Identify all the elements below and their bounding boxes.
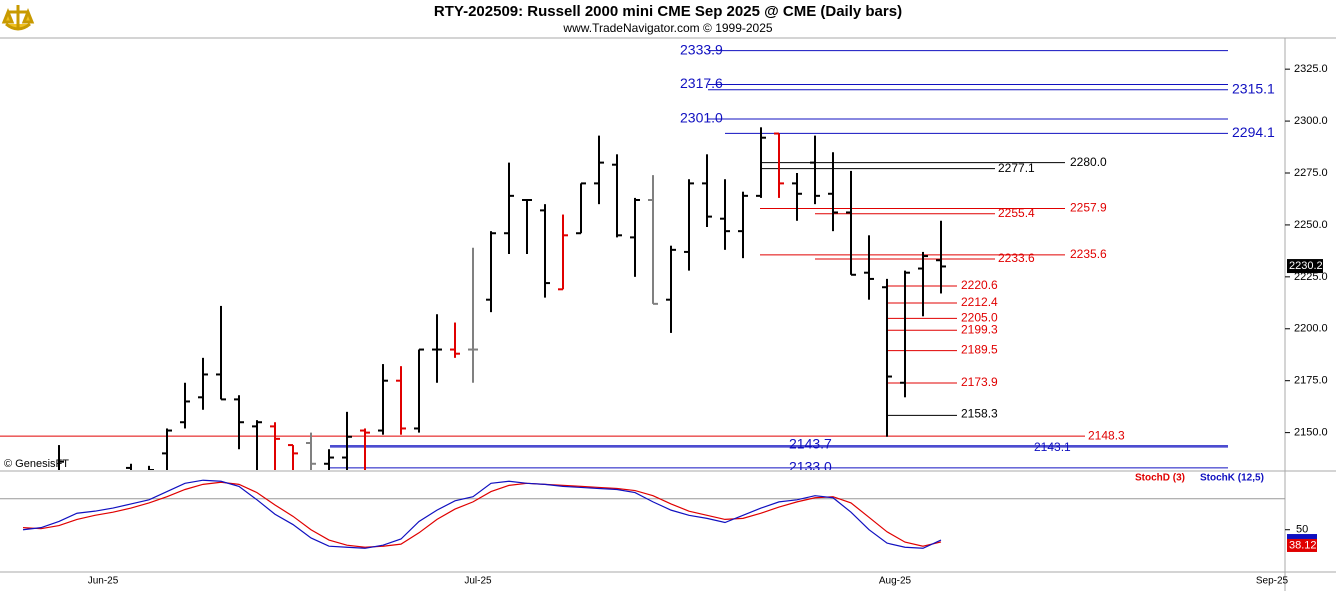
level-label: 2235.6 — [1070, 247, 1107, 261]
y-tick-label: 2150.0 — [1294, 427, 1328, 439]
price-panel: 2333.9 2317.6 2315.1 2301.0 2294.1 2280.0 2277… — [0, 41, 1275, 475]
last-price-box — [1287, 259, 1323, 274]
level-label: 2257.9 — [1070, 201, 1107, 215]
level-label: 2301.0 — [680, 110, 723, 126]
stoch-line — [22, 481, 942, 548]
y-tick-label: 2300.0 — [1294, 115, 1328, 127]
legend-entry: StochD (3) — [1135, 473, 1185, 484]
stoch-panel — [0, 479, 1285, 549]
y-tick-label: 2200.0 — [1294, 323, 1328, 335]
watermark: © GenesisFT — [4, 458, 69, 470]
level-label: 2189.5 — [961, 343, 998, 357]
x-tick-label: Jun-25 — [88, 576, 119, 587]
y-tick-label: 2325.0 — [1294, 63, 1328, 75]
level-label: 2233.6 — [998, 251, 1035, 265]
stoch-line — [22, 479, 942, 549]
x-tick-label: Aug-25 — [879, 576, 912, 587]
y-tick-label: 2275.0 — [1294, 167, 1328, 179]
level-label: 2294.1 — [1232, 124, 1275, 140]
y-tick-label: 2175.0 — [1294, 375, 1328, 387]
level-label: 2158.3 — [961, 407, 998, 421]
x-tick-label: Jul-25 — [464, 576, 492, 587]
level-label: 2199.3 — [961, 322, 998, 336]
level-label: 2315.1 — [1232, 80, 1275, 96]
logo — [1, 2, 35, 34]
last-value-label: 38.12 — [1289, 539, 1317, 551]
level-label: 2317.6 — [680, 75, 723, 91]
y-tick-label: 2225.0 — [1294, 271, 1328, 283]
level-label: 2220.6 — [961, 278, 998, 292]
level-label: 2280.0 — [1070, 155, 1107, 169]
level-label: 2148.3 — [1088, 428, 1125, 442]
last-value-box — [1287, 538, 1317, 552]
y-tick-label: 50 — [1296, 524, 1308, 536]
chart-subtitle: www.TradeNavigator.com © 1999-2025 — [562, 21, 772, 35]
level-label: 2143.1 — [1034, 440, 1071, 454]
level-label: 2133.0 — [789, 459, 832, 475]
level-label: 2212.4 — [961, 295, 998, 309]
level-label: 2333.9 — [680, 41, 723, 57]
level-label: 2143.7 — [789, 435, 832, 451]
level-label: 2255.4 — [998, 206, 1035, 220]
y-tick-label: 2250.0 — [1294, 219, 1328, 231]
chart-title: RTY-202509: Russell 2000 mini CME Sep 20… — [434, 3, 902, 20]
level-label: 2173.9 — [961, 375, 998, 389]
level-label: 2277.1 — [998, 161, 1035, 175]
legend-entry: StochK (12,5) — [1200, 473, 1264, 484]
level-label: 2205.0 — [961, 311, 998, 325]
last-value-box — [1287, 534, 1317, 544]
last-price-label: 2230.2 — [1289, 260, 1323, 272]
x-tick-label: Sep-25 — [1256, 576, 1289, 587]
